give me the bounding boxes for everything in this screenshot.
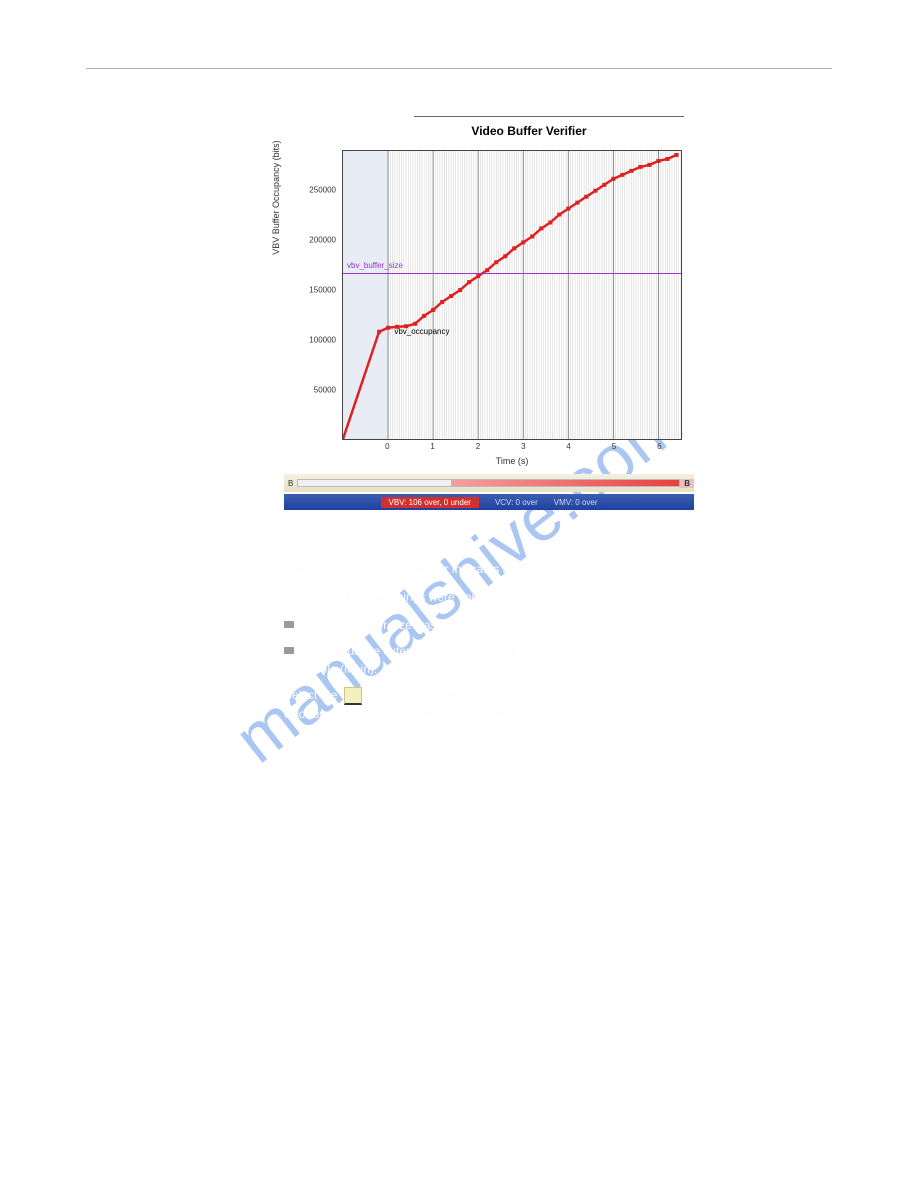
nav-track[interactable] <box>297 479 680 487</box>
note-icon <box>344 687 362 705</box>
body-text: The overflow of the VBV Buffer indicates… <box>284 560 704 733</box>
vbv-buffer-size-label: vbv_buffer_size <box>347 261 403 270</box>
y-axis-label: VBV Buffer Occupancy (bits) <box>271 140 281 254</box>
plot-area: vbv_buffer_size vbv_occupancy <box>342 150 682 440</box>
x-tick-label: 0 <box>385 442 389 451</box>
vmv-status: VMV: 0 over <box>554 498 598 507</box>
chart-title: Video Buffer Verifier <box>284 124 694 138</box>
body-para-3: Select the icon next to profile_and_leve… <box>284 686 704 723</box>
vbv-status: VBV: 106 over, 0 under <box>381 497 479 508</box>
bullet-row-2: The sequence extension of the structure … <box>284 642 704 678</box>
vbv-occupancy-label: vbv_occupancy <box>394 327 449 336</box>
vbv-chart: Video Buffer Verifier VBV Buffer Occupan… <box>284 124 694 472</box>
y-tick-label: 50000 <box>314 386 336 395</box>
body-para-2: To achieve that, two things were done: <box>284 588 704 606</box>
status-bar: VBV: 106 over, 0 under VCV: 0 over VMV: … <box>284 494 694 510</box>
bullet-1-text: The VBV Buffer size was restricted to 20… <box>304 616 542 634</box>
x-tick-label: 4 <box>566 442 570 451</box>
x-tick-label: 2 <box>476 442 480 451</box>
bullet-icon <box>284 621 294 628</box>
y-tick-label: 150000 <box>309 286 336 295</box>
x-axis-label: Time (s) <box>342 456 682 466</box>
chart-box: VBV Buffer Occupancy (bits) 500001000001… <box>284 142 694 472</box>
bullet-2-text: The sequence extension of the structure … <box>304 642 704 678</box>
x-tick-label: 3 <box>521 442 525 451</box>
vcv-status: VCV: 0 over <box>495 498 538 507</box>
chart-title-rule <box>414 116 684 117</box>
y-tick-label: 100000 <box>309 336 336 345</box>
bullet-icon <box>284 647 294 654</box>
x-tick-label: 5 <box>612 442 616 451</box>
y-tick-label: 200000 <box>309 236 336 245</box>
data-line-svg <box>343 151 681 439</box>
body-para-1: The overflow of the VBV Buffer indicates… <box>284 560 704 578</box>
bullet-row-1: The VBV Buffer size was restricted to 20… <box>284 616 704 634</box>
y-ticks: 50000 100000 150000 200000 250000 <box>284 150 340 440</box>
top-rule <box>86 68 832 69</box>
para3-before: Select the <box>284 688 337 702</box>
navigation-bar: B B <box>284 474 694 492</box>
nav-track-error-region <box>451 480 680 486</box>
vbv-buffer-size-line <box>343 273 681 274</box>
y-tick-label: 250000 <box>309 186 336 195</box>
x-ticks: 0 1 2 3 4 5 6 <box>342 442 682 456</box>
x-tick-label: 6 <box>657 442 661 451</box>
x-tick-label: 1 <box>430 442 434 451</box>
nav-end-marker: B <box>680 479 694 488</box>
nav-start-marker: B <box>284 479 297 488</box>
